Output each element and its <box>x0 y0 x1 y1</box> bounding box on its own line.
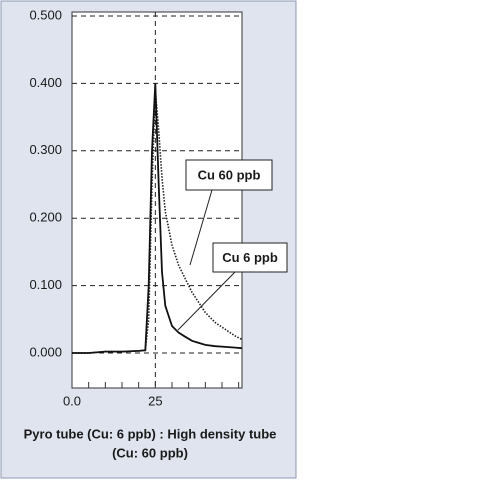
series-label: Cu 6 ppb <box>222 250 278 265</box>
x-tick-label: 0.0 <box>63 393 81 408</box>
caption: (Cu: 60 ppb) <box>112 445 188 460</box>
label-box <box>212 242 288 273</box>
series-label: Cu 60 ppb <box>198 167 261 182</box>
x-tick-label: 25 <box>148 393 162 408</box>
y-tick-label: 0.200 <box>29 210 62 225</box>
y-tick-label: 0.100 <box>29 277 62 292</box>
y-tick-label: 0.000 <box>29 344 62 359</box>
y-tick-label: 0.500 <box>29 7 62 22</box>
leader-line <box>189 189 213 266</box>
plot-area <box>71 11 243 389</box>
caption: Pyro tube (Cu: 6 ppb) : High density tub… <box>24 426 277 441</box>
label-box <box>185 159 273 191</box>
y-tick-label: 0.300 <box>29 142 62 157</box>
leader-line <box>177 271 236 331</box>
series-line <box>72 83 243 354</box>
y-tick-label: 0.400 <box>29 75 62 90</box>
